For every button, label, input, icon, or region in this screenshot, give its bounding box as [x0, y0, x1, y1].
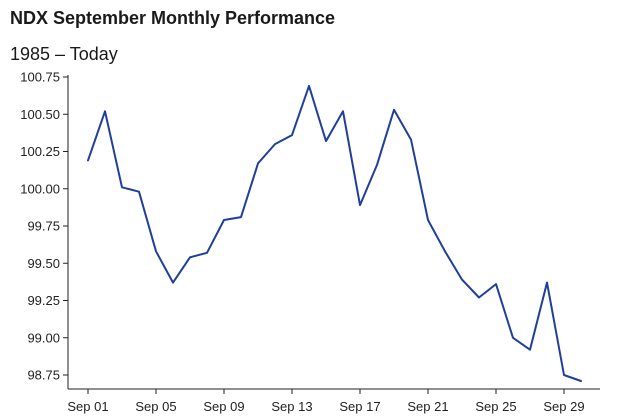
y-tick-label: 99.00 [27, 330, 60, 345]
y-tick: 99.25 [27, 293, 68, 308]
x-tick: Sep 05 [135, 389, 177, 414]
y-axis-ticks: 100.75 100.50 100.25 100.00 99.75 99.50 99.25 9… [20, 70, 68, 383]
x-tick-label: Sep 17 [339, 399, 380, 414]
x-tick: Sep 29 [543, 389, 585, 414]
y-tick-label: 99.50 [27, 256, 60, 271]
y-tick-label: 100.00 [20, 181, 60, 196]
x-tick: Sep 17 [339, 389, 381, 414]
y-tick-label: 99.75 [27, 219, 60, 234]
y-tick: 100.50 [20, 107, 68, 122]
x-tick-label: Sep 01 [67, 399, 108, 414]
x-tick: Sep 09 [203, 389, 245, 414]
series-group [87, 84, 582, 382]
y-tick: 98.75 [27, 368, 68, 383]
y-tick: 99.00 [27, 330, 68, 345]
x-axis-ticks: Sep 01 Sep 05 Sep 09 Sep 13 Sep 17 Sep 21 Sep … [67, 389, 585, 414]
x-tick-label: Sep 29 [543, 399, 584, 414]
y-tick-label: 98.75 [27, 368, 60, 383]
series-line [87, 84, 582, 382]
y-tick: 100.25 [20, 144, 68, 159]
y-tick: 100.00 [20, 181, 68, 196]
y-tick-label: 99.25 [27, 293, 60, 308]
x-tick: Sep 25 [475, 389, 517, 414]
y-tick: 100.75 [20, 70, 68, 85]
x-tick: Sep 01 [67, 389, 109, 414]
y-tick-label: 100.75 [20, 70, 60, 85]
x-tick-label: Sep 05 [135, 399, 176, 414]
x-tick-label: Sep 13 [271, 399, 312, 414]
y-tick-label: 100.50 [20, 107, 60, 122]
x-tick-label: Sep 25 [475, 399, 516, 414]
x-tick: Sep 21 [407, 389, 449, 414]
x-tick: Sep 13 [271, 389, 313, 414]
chart-title: NDX September Monthly Performance [10, 8, 336, 28]
x-tick-label: Sep 09 [203, 399, 244, 414]
y-tick-label: 100.25 [20, 144, 60, 159]
chart-subtitle: 1985 – Today [10, 44, 118, 64]
y-tick: 99.50 [27, 256, 68, 271]
y-tick: 99.75 [27, 219, 68, 234]
x-tick-label: Sep 21 [407, 399, 448, 414]
